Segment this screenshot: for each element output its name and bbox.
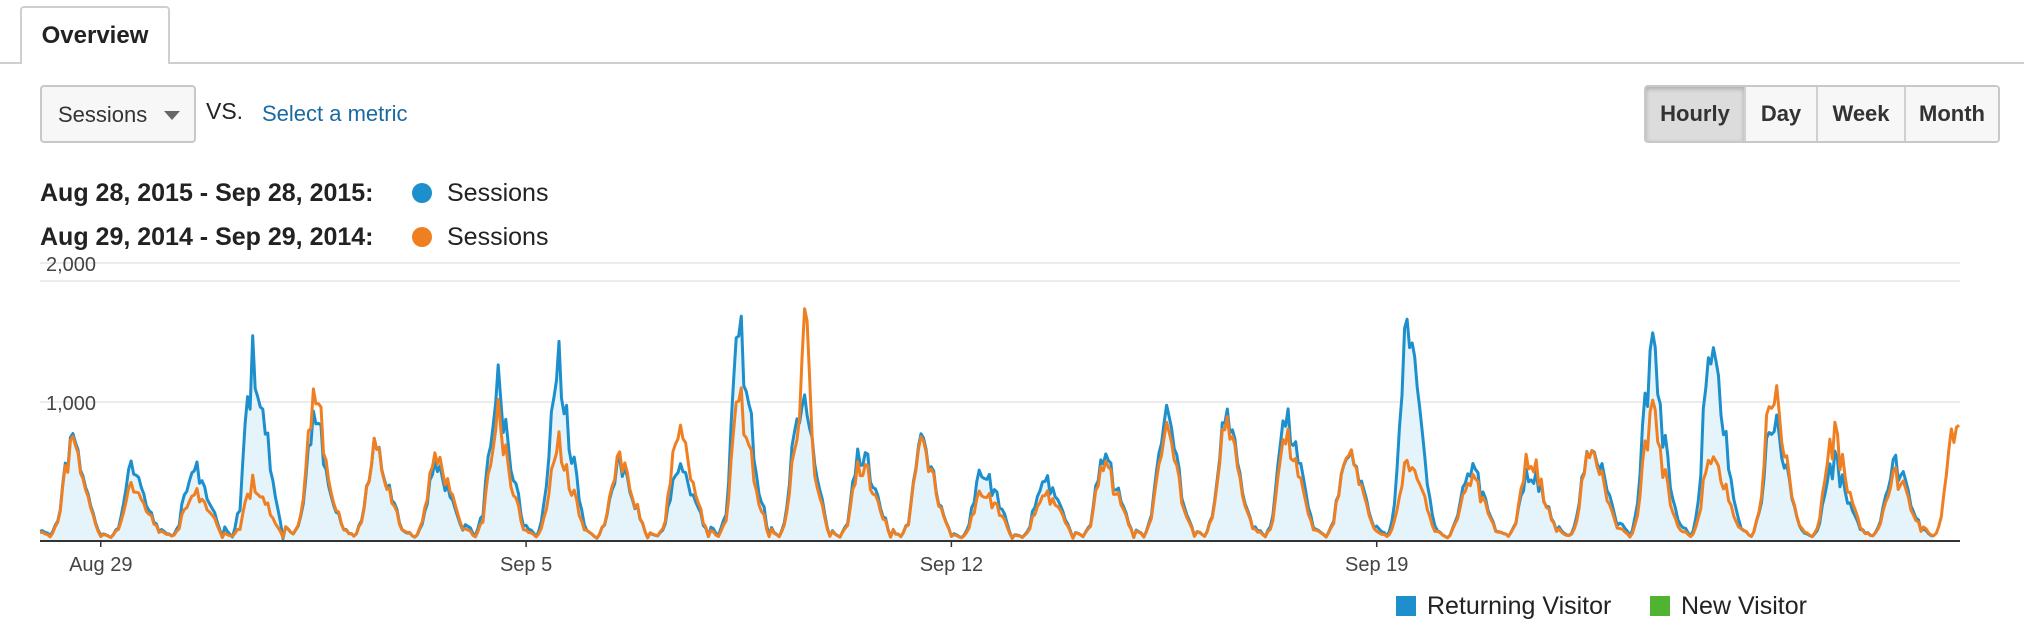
legend-dot-current (412, 183, 432, 203)
metric-dropdown-label: Sessions (58, 102, 148, 127)
legend-row-current: Aug 28, 2015 - Sep 28, 2015: Sessions (40, 178, 548, 208)
new-visitor-swatch (1650, 596, 1670, 616)
legend-dot-previous (412, 227, 432, 247)
series-line-1 (39, 307, 1960, 540)
legend-metric-current: Sessions (447, 179, 549, 207)
tab-overview[interactable]: Overview (20, 6, 170, 64)
legend-range-previous: Aug 29, 2014 - Sep 29, 2014: (40, 223, 374, 251)
legend-metric-previous: Sessions (447, 223, 549, 251)
tab-bar: Overview (0, 0, 2024, 64)
returning-visitor-label[interactable]: Returning Visitor (1427, 592, 1612, 620)
period-toggle: Hourly Day Week Month (1644, 85, 2000, 143)
period-month-button[interactable]: Month (1904, 87, 1998, 141)
period-week-button[interactable]: Week (1816, 87, 1904, 141)
x-tick-label: Sep 12 (920, 554, 983, 576)
visitor-type-legend: Returning Visitor New Visitor (1396, 590, 2024, 622)
x-tick-label: Sep 5 (500, 554, 552, 576)
tab-divider (0, 62, 2024, 64)
series-area-0 (40, 316, 1934, 541)
y-tick-label: 2,000 (46, 254, 96, 276)
x-tick-label: Sep 19 (1345, 554, 1408, 576)
period-hourly-button[interactable]: Hourly (1646, 87, 1744, 141)
new-visitor-label[interactable]: New Visitor (1681, 592, 1807, 620)
x-tick-label: Aug 29 (69, 554, 132, 576)
chevron-down-icon (164, 111, 180, 120)
y-tick-label: 1,000 (46, 393, 96, 415)
legend-row-previous: Aug 29, 2014 - Sep 29, 2014: Sessions (40, 222, 548, 252)
legend-range-current: Aug 28, 2015 - Sep 28, 2015: (40, 179, 374, 207)
vs-label: VS. (206, 98, 244, 124)
returning-visitor-swatch (1396, 596, 1416, 616)
metric-dropdown[interactable]: Sessions (40, 85, 196, 143)
select-metric-link[interactable]: Select a metric (262, 101, 408, 126)
period-day-button[interactable]: Day (1744, 87, 1816, 141)
